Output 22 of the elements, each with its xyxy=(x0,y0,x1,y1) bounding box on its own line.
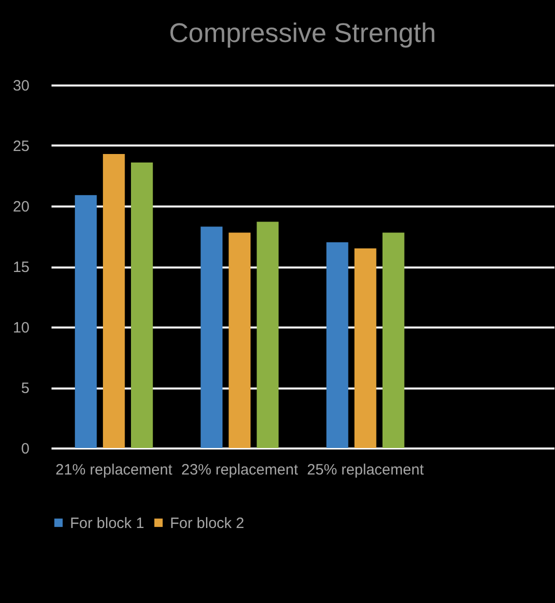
bar xyxy=(200,226,223,448)
bar xyxy=(382,232,404,448)
bar xyxy=(228,232,251,448)
bar xyxy=(102,154,125,448)
legend-label: For block 1 xyxy=(70,514,144,532)
y-tick-label: 5 xyxy=(21,380,30,397)
x-tick-label: 23% replacement xyxy=(181,462,299,478)
y-tick-label: 30 xyxy=(12,78,30,94)
x-tick-label: 25% replacement xyxy=(307,462,425,478)
bar xyxy=(130,162,153,448)
x-tick-label: 21% replacement xyxy=(56,462,174,478)
bar xyxy=(326,242,348,448)
y-tick-label: 20 xyxy=(12,198,30,216)
chart-title: Compressive Strength xyxy=(168,18,436,48)
legend-label: For block 2 xyxy=(170,514,244,532)
bar xyxy=(354,248,376,448)
y-tick-label: 15 xyxy=(12,259,30,276)
y-tick-label: 25 xyxy=(12,138,30,155)
y-tick-label: 0 xyxy=(21,440,30,458)
bar xyxy=(256,222,279,448)
bar xyxy=(74,195,97,448)
y-tick-label: 10 xyxy=(12,320,30,336)
